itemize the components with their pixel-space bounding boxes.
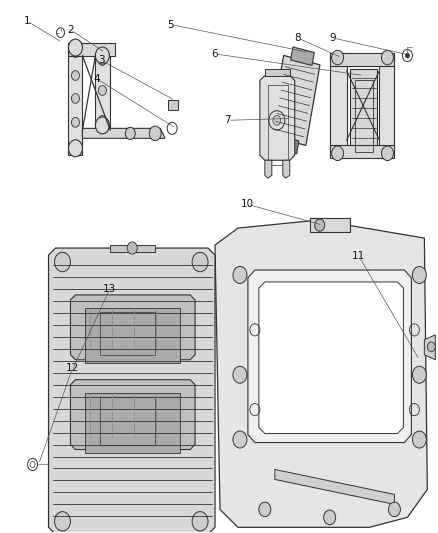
Circle shape	[71, 117, 79, 127]
Polygon shape	[265, 160, 272, 178]
Polygon shape	[248, 270, 411, 442]
Bar	[268, 85, 288, 165]
Text: 7: 7	[224, 115, 231, 125]
Circle shape	[427, 342, 435, 352]
Circle shape	[125, 127, 135, 140]
Circle shape	[332, 50, 343, 65]
Bar	[85, 393, 180, 453]
Circle shape	[68, 140, 82, 157]
Text: 11: 11	[352, 251, 365, 261]
Circle shape	[95, 47, 110, 64]
Circle shape	[233, 431, 247, 448]
Text: 1: 1	[24, 16, 30, 26]
Polygon shape	[379, 53, 395, 155]
Polygon shape	[283, 160, 290, 178]
Circle shape	[233, 266, 247, 284]
Circle shape	[54, 252, 71, 272]
Circle shape	[54, 512, 71, 531]
Bar	[100, 312, 155, 355]
Circle shape	[381, 50, 393, 65]
Text: 2: 2	[67, 25, 74, 35]
Circle shape	[99, 116, 106, 125]
Polygon shape	[68, 43, 115, 55]
Polygon shape	[265, 69, 290, 77]
Polygon shape	[275, 470, 395, 504]
Bar	[100, 397, 155, 445]
Bar	[269, 55, 320, 146]
Polygon shape	[330, 53, 395, 66]
Polygon shape	[310, 218, 350, 232]
Circle shape	[357, 72, 362, 78]
Circle shape	[95, 117, 110, 134]
Text: 4: 4	[93, 74, 100, 84]
Bar	[85, 308, 180, 363]
Polygon shape	[71, 295, 195, 360]
Polygon shape	[424, 335, 435, 360]
Polygon shape	[71, 379, 195, 449]
Circle shape	[413, 431, 426, 448]
Circle shape	[71, 94, 79, 103]
Text: 8: 8	[294, 33, 301, 43]
Polygon shape	[110, 245, 155, 252]
Circle shape	[413, 366, 426, 383]
Circle shape	[389, 502, 400, 516]
Bar	[355, 80, 372, 152]
Circle shape	[413, 266, 426, 284]
Text: 13: 13	[103, 284, 117, 294]
Circle shape	[314, 219, 325, 231]
Polygon shape	[350, 69, 378, 146]
Circle shape	[381, 146, 393, 160]
Bar	[291, 47, 314, 66]
Circle shape	[324, 510, 336, 524]
Text: 3: 3	[98, 55, 104, 65]
Bar	[275, 135, 299, 154]
Circle shape	[68, 39, 82, 56]
Circle shape	[99, 55, 106, 66]
Polygon shape	[82, 128, 165, 139]
Text: 12: 12	[66, 362, 79, 373]
Circle shape	[149, 126, 161, 141]
Circle shape	[71, 71, 79, 80]
Text: 5: 5	[168, 20, 174, 30]
Bar	[168, 100, 178, 110]
Circle shape	[127, 242, 137, 254]
Circle shape	[259, 502, 271, 516]
Circle shape	[192, 252, 208, 272]
Circle shape	[71, 141, 79, 150]
Text: 9: 9	[329, 33, 336, 43]
Polygon shape	[259, 282, 403, 433]
Polygon shape	[68, 43, 82, 155]
Circle shape	[273, 116, 281, 125]
Circle shape	[192, 512, 208, 531]
Circle shape	[233, 366, 247, 383]
Polygon shape	[330, 146, 395, 158]
Polygon shape	[330, 53, 346, 155]
Text: 6: 6	[211, 49, 218, 59]
Circle shape	[406, 53, 410, 58]
Polygon shape	[49, 248, 215, 533]
Circle shape	[332, 146, 343, 160]
Polygon shape	[215, 220, 427, 527]
Circle shape	[99, 86, 106, 95]
Circle shape	[71, 48, 79, 58]
Text: 10: 10	[241, 199, 254, 209]
Polygon shape	[95, 51, 110, 131]
Polygon shape	[260, 76, 295, 160]
